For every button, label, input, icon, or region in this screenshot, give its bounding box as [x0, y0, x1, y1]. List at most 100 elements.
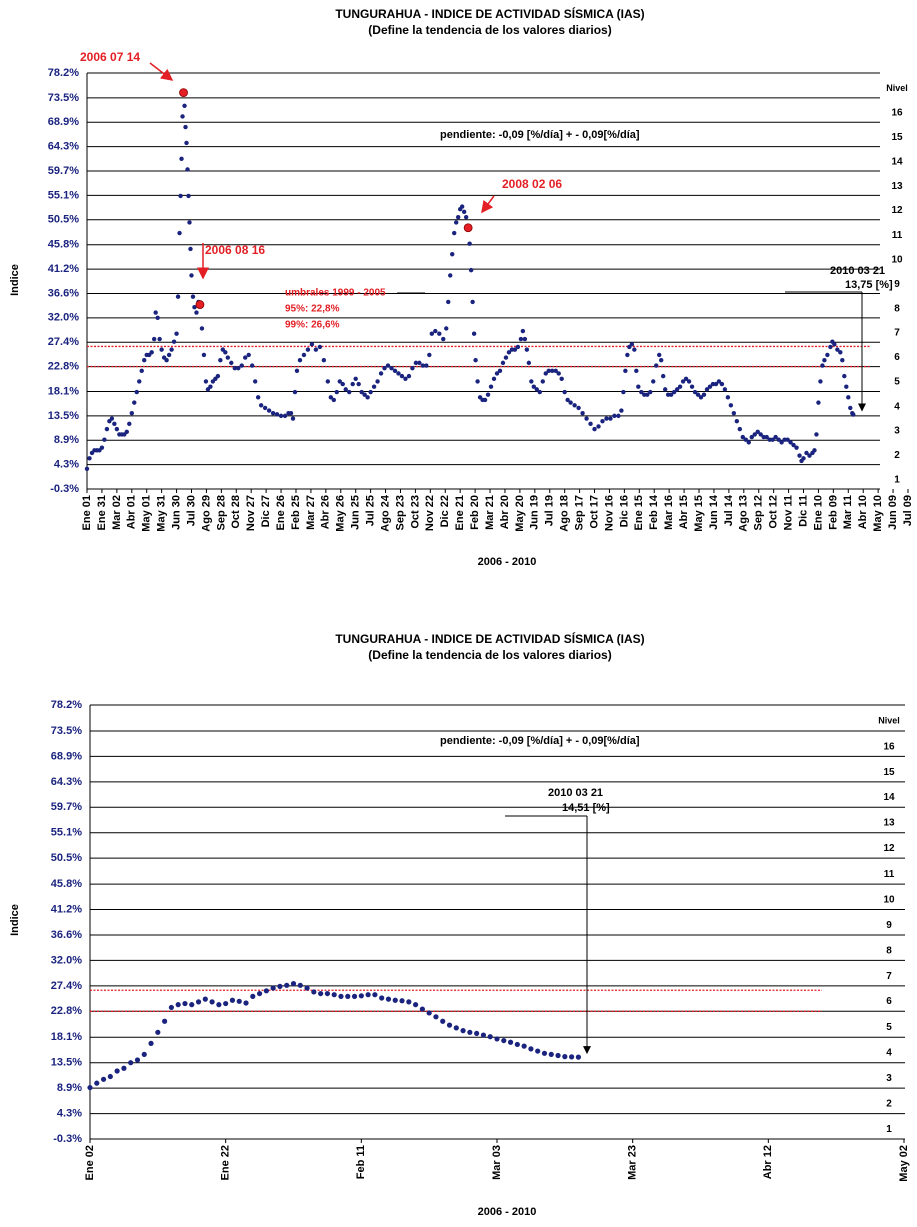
data-point: [413, 1002, 419, 1008]
data-point: [87, 456, 92, 461]
data-point: [788, 440, 793, 445]
data-point: [651, 379, 656, 384]
y-tick-label: 68.9%: [51, 750, 82, 762]
data-point: [317, 344, 323, 350]
y-tick-label: 22.8%: [48, 360, 79, 372]
data-point: [290, 416, 296, 421]
data-point: [139, 368, 144, 374]
data-point: [406, 373, 412, 379]
data-point: [340, 381, 345, 387]
data-point: [773, 434, 778, 440]
data-point: [304, 985, 310, 991]
level-label: 11: [892, 230, 903, 241]
level-label: 2: [886, 1098, 892, 1109]
level-label: 15: [883, 767, 895, 778]
x-tick-label: Abr 10: [857, 495, 869, 529]
threshold-title: umbrales 1999 - 2005: [285, 288, 386, 299]
data-point: [731, 411, 737, 416]
data-point: [157, 336, 162, 342]
data-point: [223, 350, 228, 355]
level-label: 13: [883, 818, 895, 829]
data-point: [203, 379, 209, 384]
data-point: [347, 389, 352, 395]
data-point: [639, 389, 644, 395]
data-point: [162, 1018, 168, 1024]
data-point: [189, 1002, 195, 1008]
x-tick-label: Jun 09: [887, 495, 899, 530]
y-tick-label: 64.3%: [51, 776, 82, 788]
data-point: [266, 408, 272, 413]
data-point: [413, 360, 419, 366]
data-point: [255, 395, 261, 400]
level-label: 4: [886, 1048, 892, 1059]
data-point: [371, 384, 377, 389]
data-point: [604, 416, 609, 421]
data-point: [216, 1002, 222, 1008]
data-point: [446, 1022, 453, 1028]
x-tick-label: Feb 20: [469, 495, 481, 530]
x-axis-label: 2006 - 2010: [478, 556, 537, 568]
data-point: [816, 400, 821, 405]
y-tick-label: 78.2%: [51, 699, 82, 711]
data-point: [199, 326, 205, 331]
y-tick-label: 13.5%: [51, 1057, 82, 1069]
data-point: [689, 384, 695, 389]
x-tick-label: May 01: [141, 495, 153, 532]
x-tick-label: Nov 22: [424, 495, 436, 531]
y-tick-label: -0.3%: [53, 1133, 82, 1145]
data-point: [446, 299, 451, 305]
data-point: [515, 344, 521, 350]
data-point: [822, 358, 827, 363]
y-tick-label: 36.6%: [51, 929, 82, 941]
annotation-marker: [463, 223, 473, 233]
data-point: [629, 342, 635, 347]
data-point: [433, 1014, 439, 1020]
data-point: [417, 360, 422, 366]
data-point: [331, 397, 336, 403]
data-point: [149, 350, 154, 355]
y-tick-label: 64.3%: [48, 141, 79, 153]
x-tick-label: Feb 25: [290, 495, 302, 530]
data-point: [362, 392, 367, 397]
data-point: [616, 413, 621, 419]
data-point: [524, 347, 530, 352]
data-point: [562, 389, 567, 395]
data-point: [550, 368, 555, 374]
data-point: [719, 381, 725, 387]
data-point: [433, 328, 438, 334]
data-point: [475, 379, 480, 384]
x-axis-label: 2006 - 2010: [478, 1206, 537, 1218]
data-point: [636, 384, 641, 389]
y-tick-label: 18.1%: [48, 385, 79, 397]
data-point: [722, 387, 728, 392]
data-point: [277, 983, 283, 990]
data-point: [375, 379, 380, 384]
data-point: [453, 1025, 459, 1031]
data-point: [482, 397, 488, 403]
data-point: [625, 352, 630, 358]
x-tick-label: Ene 01: [81, 495, 93, 530]
data-point: [426, 1010, 432, 1016]
data-point: [243, 355, 248, 360]
data-point: [365, 992, 371, 998]
data-point: [494, 371, 500, 376]
data-point: [356, 381, 361, 387]
data-point: [467, 241, 472, 246]
data-point: [440, 1018, 446, 1024]
annotation-marker: [195, 300, 205, 309]
data-point: [331, 992, 337, 998]
data-point: [189, 273, 194, 278]
data-point: [454, 220, 459, 225]
data-point: [764, 434, 769, 440]
threshold-label: 99%: 26,6%: [285, 320, 340, 331]
y-tick-label: 22.8%: [51, 1005, 82, 1017]
levels-title: Nivel: [878, 715, 900, 725]
data-point: [634, 368, 639, 374]
x-tick-label: Oct 12: [768, 495, 780, 529]
y-tick-label: 32.0%: [51, 954, 82, 966]
data-point: [842, 373, 847, 379]
x-tick-label: Sep 17: [574, 495, 586, 530]
data-point: [178, 193, 183, 199]
data-point: [249, 363, 255, 368]
